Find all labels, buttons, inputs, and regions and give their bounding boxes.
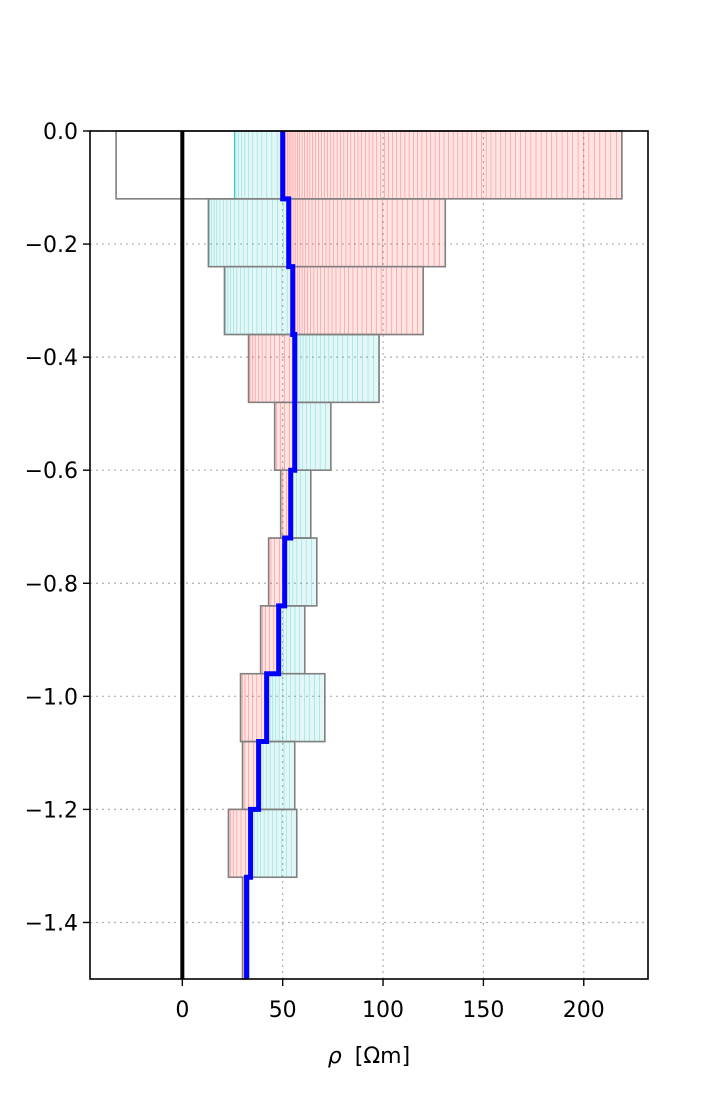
negative-band bbox=[284, 538, 317, 606]
negative-band bbox=[224, 266, 293, 335]
x-axis-ticks: 0 50 100 150 200 bbox=[175, 979, 605, 1023]
mean-profile-line bbox=[244, 131, 298, 979]
envelope-box bbox=[227, 808, 298, 879]
positive-band bbox=[260, 605, 279, 674]
x-tick-label: 50 bbox=[269, 998, 297, 1023]
x-axis-label-symbol: ρ bbox=[328, 1044, 342, 1069]
y-tick-label: −0.8 bbox=[25, 572, 78, 597]
negative-band bbox=[294, 402, 331, 471]
x-tick-label: 100 bbox=[362, 998, 404, 1023]
positive-band bbox=[292, 266, 424, 335]
y-tick-label: −0.2 bbox=[25, 233, 78, 258]
negative-band bbox=[294, 334, 380, 403]
positive-band bbox=[288, 198, 446, 267]
y-tick-label: 0.0 bbox=[43, 120, 78, 145]
plot-frame bbox=[89, 130, 649, 980]
positive-band bbox=[282, 131, 622, 199]
x-axis-label: ρ [Ωm] bbox=[328, 1044, 410, 1069]
y-tick-label: −0.4 bbox=[25, 346, 78, 371]
positive-band bbox=[228, 809, 251, 878]
positive-band bbox=[268, 538, 285, 606]
x-tick-label: 0 bbox=[175, 998, 189, 1023]
layer-spreads bbox=[207, 130, 623, 980]
positive-band bbox=[242, 741, 259, 810]
y-tick-label: −1.2 bbox=[25, 798, 78, 823]
positive-band bbox=[280, 470, 291, 539]
x-axis-label-unit: [Ωm] bbox=[355, 1044, 410, 1069]
positive-band bbox=[248, 334, 295, 403]
negative-band bbox=[234, 131, 283, 199]
negative-band bbox=[290, 470, 311, 539]
negative-band bbox=[250, 809, 297, 878]
positive-band bbox=[240, 673, 267, 742]
x-tick-label: 200 bbox=[563, 998, 605, 1023]
y-axis-ticks: 0.0 −0.2 −0.4 −0.6 −0.8 −1.0 −1.2 −1.4 bbox=[25, 120, 90, 936]
negative-band bbox=[208, 198, 289, 267]
y-tick-label: −1.0 bbox=[25, 685, 78, 710]
y-tick-label: −0.6 bbox=[25, 459, 78, 484]
y-tick-label: −1.4 bbox=[25, 911, 78, 936]
negative-band bbox=[258, 741, 295, 810]
negative-band bbox=[266, 673, 325, 742]
positive-band bbox=[274, 402, 295, 471]
x-tick-label: 150 bbox=[462, 998, 504, 1023]
negative-band bbox=[278, 605, 305, 674]
